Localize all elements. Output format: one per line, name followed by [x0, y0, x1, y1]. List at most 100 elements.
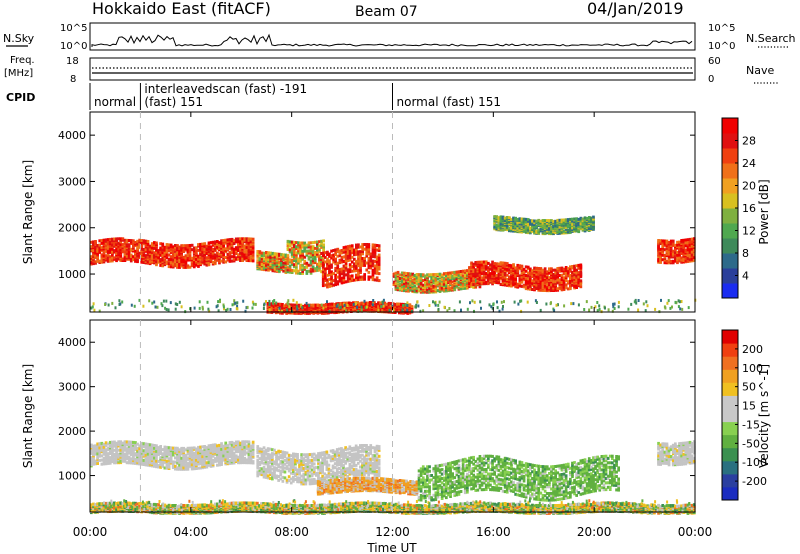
power-cell [268, 302, 271, 306]
power-cell [377, 253, 381, 257]
power-cell [377, 258, 381, 262]
power-cell [365, 261, 369, 265]
power-cell [499, 218, 503, 222]
power-cell [526, 265, 530, 269]
velocity-cell [159, 463, 162, 467]
power-cell [398, 287, 402, 291]
power-cell [153, 251, 156, 255]
power-cell [316, 264, 319, 268]
power-cell [297, 269, 300, 273]
power-cell [533, 219, 536, 223]
power-cell [497, 218, 501, 222]
power-cell [520, 217, 524, 221]
velocity-cell [165, 462, 169, 466]
power-cell [127, 243, 131, 247]
velocity-cell [148, 461, 152, 465]
power-cell [503, 227, 507, 231]
power-cell [637, 308, 640, 312]
power-cell [455, 284, 459, 288]
power-cell [342, 260, 346, 263]
power-cell [558, 229, 562, 233]
power-cell [575, 274, 578, 278]
power-cell [359, 261, 362, 265]
power-cell [218, 241, 221, 245]
power-cell [278, 252, 281, 256]
power-cell [326, 273, 329, 277]
power-cell [518, 217, 522, 221]
power-cell [488, 303, 491, 307]
power-cell [430, 273, 433, 277]
power-cell [290, 242, 294, 246]
power-cell [217, 309, 220, 313]
power-cell [394, 277, 398, 281]
power-cell [520, 284, 524, 288]
power-cell [491, 260, 494, 264]
power-cell [470, 261, 473, 265]
power-cell [592, 215, 595, 219]
velocity-cell [169, 458, 173, 462]
power-cell [353, 267, 356, 271]
power-cell [514, 222, 517, 225]
nave-label: Nave [746, 64, 774, 77]
power-cell [299, 265, 302, 269]
power-cell [235, 307, 238, 311]
power-cell [93, 308, 96, 312]
power-cell [541, 268, 545, 272]
power-cell [326, 280, 329, 284]
power-cell [413, 274, 417, 277]
date-label: 04/Jan/2019 [587, 0, 684, 18]
power-cell [562, 221, 566, 225]
power-cell [309, 261, 313, 265]
power-cell [355, 273, 358, 277]
power-cell [495, 273, 499, 277]
power-cell [552, 268, 555, 272]
power-cell [146, 253, 150, 256]
velocity-cell [153, 464, 156, 468]
power-cell [508, 268, 511, 272]
power-cell [316, 254, 319, 258]
power-cell [142, 239, 146, 243]
power-cell [554, 268, 557, 272]
power-cell [283, 304, 286, 308]
power-cell [570, 302, 573, 306]
power-cell [461, 269, 465, 273]
power-cell [674, 256, 677, 260]
power-cell [178, 245, 181, 249]
power-cell [357, 252, 360, 256]
power-cell [663, 242, 667, 246]
power-cell [400, 302, 403, 306]
power-cell [472, 262, 475, 266]
power-cell [348, 256, 352, 260]
power-cell [676, 250, 679, 254]
power-cell [176, 244, 179, 248]
power-cell [237, 253, 240, 257]
power-cell [541, 286, 545, 290]
power-cell [512, 216, 515, 220]
power-cell [258, 250, 262, 254]
power-cell [510, 284, 513, 288]
power-cell [310, 308, 313, 312]
power-cell [338, 270, 342, 274]
power-cell [554, 271, 557, 275]
power-cell [678, 259, 681, 263]
power-cell [111, 301, 114, 305]
power-cell [476, 265, 480, 269]
velocity-cell [157, 464, 160, 468]
power-cell [254, 302, 257, 306]
power-cell [195, 252, 198, 256]
power-cell [322, 249, 325, 253]
power-cell [478, 285, 482, 289]
power-cell [453, 270, 457, 274]
power-cell [569, 230, 572, 234]
power-cell [415, 276, 419, 280]
power-cell [389, 302, 393, 305]
power-cell [421, 286, 425, 289]
power-cell [192, 265, 196, 269]
velocity-cell [94, 452, 97, 456]
power-cell [90, 306, 93, 310]
power-cell [505, 273, 509, 277]
power-cell [286, 266, 290, 270]
power-cell [211, 240, 215, 244]
power-cell [562, 229, 566, 233]
power-cell [679, 307, 682, 311]
